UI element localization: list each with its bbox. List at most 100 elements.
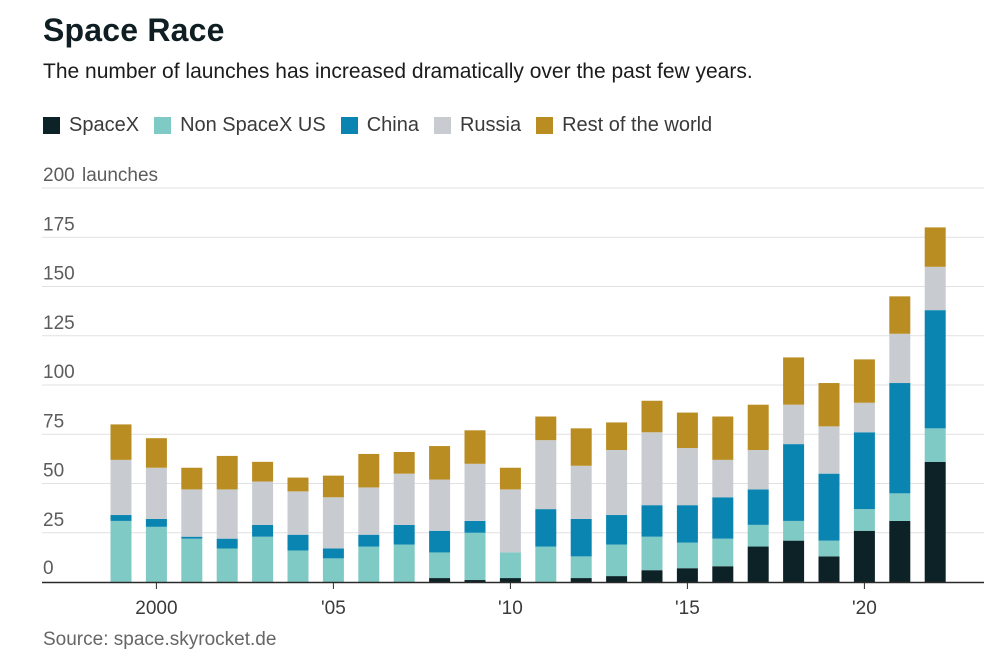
bar-segment	[676, 448, 698, 506]
bar-segment	[570, 518, 592, 557]
bar-segment	[181, 536, 203, 539]
bar-segment	[535, 509, 557, 547]
bar-segment	[181, 489, 203, 537]
bar-segment	[287, 550, 309, 582]
legend-label-russia: Russia	[459, 114, 522, 136]
legend-swatch-russia	[433, 117, 451, 134]
bar-segment	[252, 461, 274, 482]
bar-segment	[712, 459, 734, 498]
bar-segment	[181, 467, 203, 490]
bar-segment	[322, 497, 344, 549]
bar-segment	[499, 578, 521, 582]
bar-segment	[216, 548, 238, 582]
bar-segment	[853, 402, 875, 433]
y-tick-label: 100	[43, 362, 75, 383]
bar-segment	[252, 481, 274, 525]
bar-segment	[358, 453, 380, 488]
bar-segment	[393, 544, 415, 582]
y-tick-label: 50	[43, 461, 64, 482]
bar-segment	[606, 576, 628, 582]
bar-segment	[145, 518, 167, 527]
legend-swatch-spacex	[43, 117, 60, 134]
bar-segment	[110, 520, 132, 582]
y-tick-label: 150	[43, 264, 75, 285]
bars	[110, 227, 946, 582]
bar-segment	[570, 428, 592, 466]
bar-segment	[145, 467, 167, 519]
bar-segment	[641, 505, 663, 537]
bar-segment	[889, 296, 911, 334]
y-tick-label: 175	[43, 214, 75, 235]
bar-segment	[358, 487, 380, 535]
bar-segment	[924, 428, 946, 462]
legend-label-china: China	[366, 114, 419, 136]
bar-segment	[464, 520, 486, 533]
bar-segment	[181, 538, 203, 582]
bar-segment	[641, 536, 663, 571]
bar-segment	[287, 477, 309, 492]
bar-segment	[924, 310, 946, 429]
y-tick-label: 200	[43, 165, 75, 186]
bar-segment	[499, 467, 521, 490]
bar-segment	[429, 479, 451, 531]
x-tick-label: '10	[498, 598, 523, 619]
x-tick-labels: 2000 '05 '10 '15 '20	[135, 582, 877, 619]
bar-segment	[747, 489, 769, 525]
legend-item-china: China	[340, 114, 419, 137]
bar-segment	[287, 534, 309, 551]
bar-segment	[216, 538, 238, 549]
bar-segment	[924, 461, 946, 582]
bar-segment	[145, 526, 167, 582]
bar-segment	[641, 432, 663, 506]
bar-segment	[322, 558, 344, 582]
bar-segment	[570, 578, 592, 582]
legend-item-russia: Russia	[433, 114, 522, 137]
source-note: Source: space.skyrocket.de	[43, 629, 277, 650]
legend-swatch-non-spacex-us	[154, 117, 172, 134]
chart-title: Space Race	[43, 12, 225, 48]
bar-segment	[429, 578, 451, 582]
bar-segment	[606, 450, 628, 516]
bar-segment	[499, 489, 521, 553]
bar-segment	[747, 524, 769, 547]
bar-segment	[818, 540, 840, 557]
legend-item-non-spacex-us: Non SpaceX US	[154, 114, 326, 137]
bar-segment	[110, 515, 132, 521]
legend-swatch-china	[340, 117, 358, 134]
bar-segment	[570, 556, 592, 579]
x-tick-label: 2000	[135, 598, 177, 619]
x-tick-label: '20	[852, 598, 877, 619]
bar-segment	[853, 359, 875, 403]
legend-label-non-spacex-us: Non SpaceX US	[180, 114, 326, 136]
x-tick-label: '05	[321, 598, 346, 619]
bar-segment	[464, 580, 486, 582]
bar-segment	[783, 404, 805, 445]
bar-segment	[429, 446, 451, 480]
bar-segment	[818, 556, 840, 582]
bar-segment	[464, 430, 486, 464]
bar-segment	[641, 400, 663, 433]
bar-segment	[783, 357, 805, 405]
bar-segment	[712, 416, 734, 460]
bar-segment	[535, 416, 557, 441]
bar-segment	[747, 450, 769, 490]
bar-segment	[747, 404, 769, 451]
bar-segment	[535, 440, 557, 510]
bar-segment	[216, 489, 238, 539]
bar-segment	[853, 509, 875, 531]
bar-segment	[606, 544, 628, 577]
legend-swatch-rest-of-world	[536, 117, 554, 134]
bar-segment	[818, 426, 840, 474]
bar-segment	[889, 333, 911, 384]
bar-segment	[322, 548, 344, 559]
bar-segment	[712, 566, 734, 582]
legend: SpaceX Non SpaceX US China Russia Rest o…	[43, 114, 727, 137]
bar-segment	[358, 534, 380, 547]
y-tick-label: 75	[43, 411, 64, 432]
bar-segment	[110, 424, 132, 460]
bar-segment	[393, 524, 415, 545]
bar-segment	[464, 532, 486, 581]
bar-segment	[853, 432, 875, 510]
legend-label-rest-of-world: Rest of the world	[562, 114, 713, 136]
